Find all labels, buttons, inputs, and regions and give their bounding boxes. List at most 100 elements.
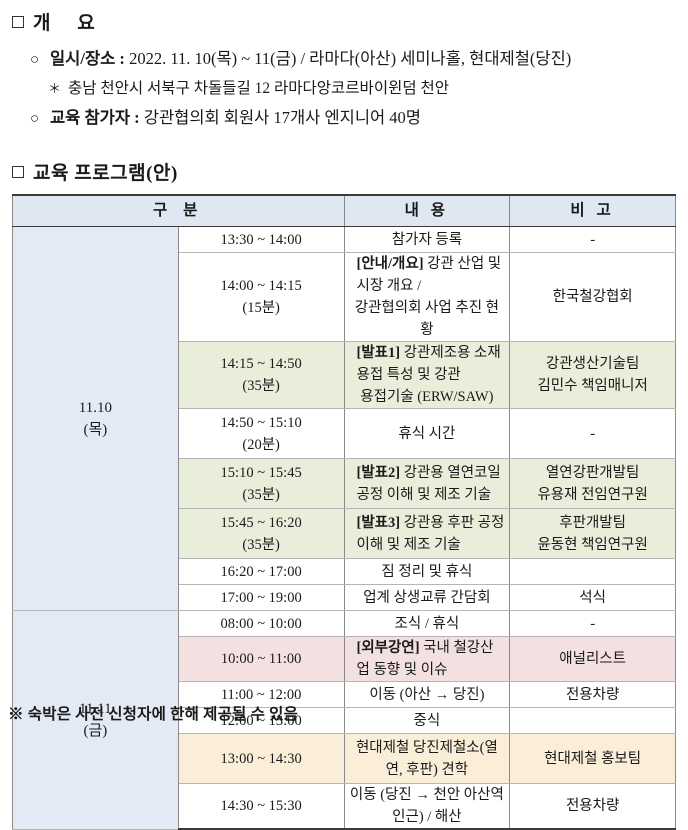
footnote-text: ※ 숙박은 사전 신청자에 한해 제공될 수 있음 <box>8 706 299 723</box>
column-header-gubun: 구 분 <box>12 194 345 227</box>
time-line-1: 15:10 ~ 15:45 <box>220 464 302 481</box>
table-header-row: 구 분 내 용 비 고 <box>12 194 676 227</box>
cell-note <box>509 707 676 734</box>
content-lines: 조식 / 휴식 <box>349 611 506 636</box>
section-heading-program: 교육 프로그램(안) <box>12 158 178 185</box>
overview-item-address: ＊ 충남 천안시 서북구 차돌들길 12 라마다앙코르바이윈덤 천안 <box>30 75 680 103</box>
content-lines: 참가자 등록 <box>349 227 506 252</box>
cell-note: 한국철강협회 <box>509 252 676 342</box>
cell-content: 현대제철 당진제철소(열연, 후판) 견학 <box>343 733 511 784</box>
note-line-1: 강관생산기술팀 <box>545 356 640 372</box>
table-row: 11:00 ~ 12:00 이동 (아산 → 당진) 전용차량 <box>13 681 676 708</box>
cell-note: 애널리스트 <box>509 636 676 682</box>
table-row: 17:00 ~ 19:00 업계 상생교류 간담회 석식 <box>13 584 676 611</box>
note-line-1: 열연강판개발팀 <box>545 464 640 481</box>
cell-content: [안내/개요] 강관 산업 및 시장 개요 / 강관협의회 사업 추진 현황 <box>343 252 511 342</box>
cell-time: 14:15 ~ 14:50 (35분) <box>177 341 345 409</box>
content-lines: [발표3] 강관용 후판 공정 이해 및 제조 기술 <box>349 509 506 558</box>
cell-time: 14:30 ~ 15:30 <box>177 783 345 830</box>
time-line-1: 14:00 ~ 14:15 <box>220 278 302 294</box>
content-line-2: 용접기술 (ERW/SAW) <box>360 389 494 405</box>
section-title-program: 교육 프로그램(안) <box>33 163 178 184</box>
content-line-1: 중식 <box>413 712 441 729</box>
table-row: 16:20 ~ 17:00 짐 정리 및 휴식 <box>13 558 676 585</box>
section-heading-overview: 개 요 <box>12 8 95 35</box>
note-line-1: 석식 <box>579 589 606 606</box>
cell-note: 현대제철 홍보팀 <box>509 733 676 784</box>
table-row: 11.11 (금) 08:00 ~ 10:00 조식 / 휴식 - <box>12 610 676 830</box>
cell-content: 이동 (아산 → 당진) <box>343 681 511 708</box>
content-line-1: 현대제철 당진제철소(열연, 후판) 견학 <box>355 739 498 778</box>
table-row: 10:00 ~ 11:00 [외부강연] 국내 철강산업 동향 및 이슈 애널리스트 <box>13 636 676 682</box>
overview-item-participants: ○ 교육 참가자 : 강관협의회 회원사 17개사 엔지니어 40명 <box>30 103 680 134</box>
note-line-1: 전용차량 <box>565 798 620 814</box>
content-line-1: 이동 (아산 → 당진) <box>369 686 485 703</box>
cell-note: 전용차량 <box>509 783 676 830</box>
content-lines: [외부강연] 국내 철강산업 동향 및 이슈 <box>349 637 506 681</box>
cell-content: 중식 <box>343 707 511 734</box>
overview-address-value: 충남 천안시 서북구 차돌들길 12 라마다앙코르바이윈덤 천안 <box>68 80 449 97</box>
content-lines: 업계 상생교류 간담회 <box>349 585 506 610</box>
time-line-2: (20분) <box>242 436 280 453</box>
section-title-overview: 개 요 <box>33 13 96 34</box>
cell-time: 15:10 ~ 15:45 (35분) <box>177 458 345 509</box>
time-line-1: 13:00 ~ 14:30 <box>220 750 302 767</box>
time-line-1: 12:00 ~ 13:00 <box>220 712 302 729</box>
time-line-1: 08:00 ~ 10:00 <box>220 615 302 632</box>
content-tag: [발표1] <box>356 345 401 361</box>
content-line-1: 짐 정리 및 휴식 <box>381 563 473 580</box>
time-line-2: (35분) <box>242 486 280 503</box>
cell-note: 후판개발팀 윤동현 책임연구원 <box>509 508 676 559</box>
cell-note <box>509 558 676 585</box>
content-lines: 중식 <box>349 708 506 733</box>
date-line-1: 11.11 <box>79 700 112 717</box>
note-line-1: - <box>590 615 596 632</box>
content-line-1: [안내/개요] 강관 산업 및 시장 개요 / <box>356 256 502 294</box>
cell-note: - <box>509 408 676 459</box>
document-page: 개 요 ○ 일시/장소 : 2022. 11. 10(목) ~ 11(금) / … <box>8 8 680 830</box>
content-line-1: [발표2] 강관용 열연코일 공정 이해 및 제조 기술 <box>356 464 501 503</box>
cell-content: 참가자 등록 <box>343 226 511 253</box>
table-row: 15:10 ~ 15:45 (35분) [발표2] 강관용 열연코일 공정 이해 및… <box>13 458 676 509</box>
time-line-1: 17:00 ~ 19:00 <box>220 589 302 606</box>
cell-note: 전용차량 <box>509 681 676 708</box>
content-line-1: [발표3] 강관용 후판 공정 이해 및 제조 기술 <box>356 514 505 553</box>
cell-time: 13:30 ~ 14:00 <box>177 226 345 253</box>
content-tag: [외부강연] <box>356 640 420 656</box>
cell-note: - <box>509 610 676 637</box>
content-line-1: [외부강연] 국내 철강산업 동향 및 이슈 <box>356 640 494 678</box>
table-row: 14:15 ~ 14:50 (35분) [발표1] 강관제조용 소재 용접 특성 및… <box>13 341 676 409</box>
date-line-2: (목) <box>83 421 108 438</box>
cell-time: 13:00 ~ 14:30 <box>177 733 345 784</box>
cell-time: 16:20 ~ 17:00 <box>177 558 345 585</box>
cell-content: 이동 (당진 → 천안 아산역 인근) / 해산 <box>343 783 511 830</box>
note-line-2: 유용재 전임연구원 <box>537 486 648 503</box>
cell-time: 17:00 ~ 19:00 <box>177 584 345 611</box>
cell-time: 11:00 ~ 12:00 <box>177 681 345 708</box>
time-line-1: 14:15 ~ 14:50 <box>220 356 302 372</box>
column-header-content: 내 용 <box>343 194 511 227</box>
time-line-1: 15:45 ~ 16:20 <box>220 514 302 531</box>
content-lines: [발표2] 강관용 열연코일 공정 이해 및 제조 기술 <box>349 459 506 508</box>
cell-content: 휴식 시간 <box>343 408 511 459</box>
cell-content: [발표3] 강관용 후판 공정 이해 및 제조 기술 <box>343 508 511 559</box>
note-line-1: 한국철강협회 <box>552 289 633 305</box>
cell-content: 조식 / 휴식 <box>343 610 511 637</box>
time-line-2: (15분) <box>242 300 280 316</box>
content-lines: 짐 정리 및 휴식 <box>349 559 506 584</box>
note-line-2: 김민수 책임매니저 <box>537 378 648 394</box>
program-table-body: 11.10 (목) 13:30 ~ 14:00 참가자 등록 - 14:00 ~ 14:1… <box>12 226 676 830</box>
time-line-2: (35분) <box>242 536 280 553</box>
content-line-1: 조식 / 휴식 <box>394 615 460 632</box>
cell-note: 석식 <box>509 584 676 611</box>
date-line-1: 11.10 <box>78 399 112 416</box>
square-bullet-icon <box>12 15 24 28</box>
asterisk-bullet-icon: ＊ <box>48 81 62 96</box>
content-lines: 이동 (당진 → 천안 아산역 인근) / 해산 <box>349 784 506 828</box>
cell-content: 짐 정리 및 휴식 <box>343 558 511 585</box>
content-lines: 휴식 시간 <box>349 409 506 458</box>
cell-time: 08:00 ~ 10:00 <box>177 610 345 637</box>
time-line-1: 16:20 ~ 17:00 <box>220 563 302 580</box>
